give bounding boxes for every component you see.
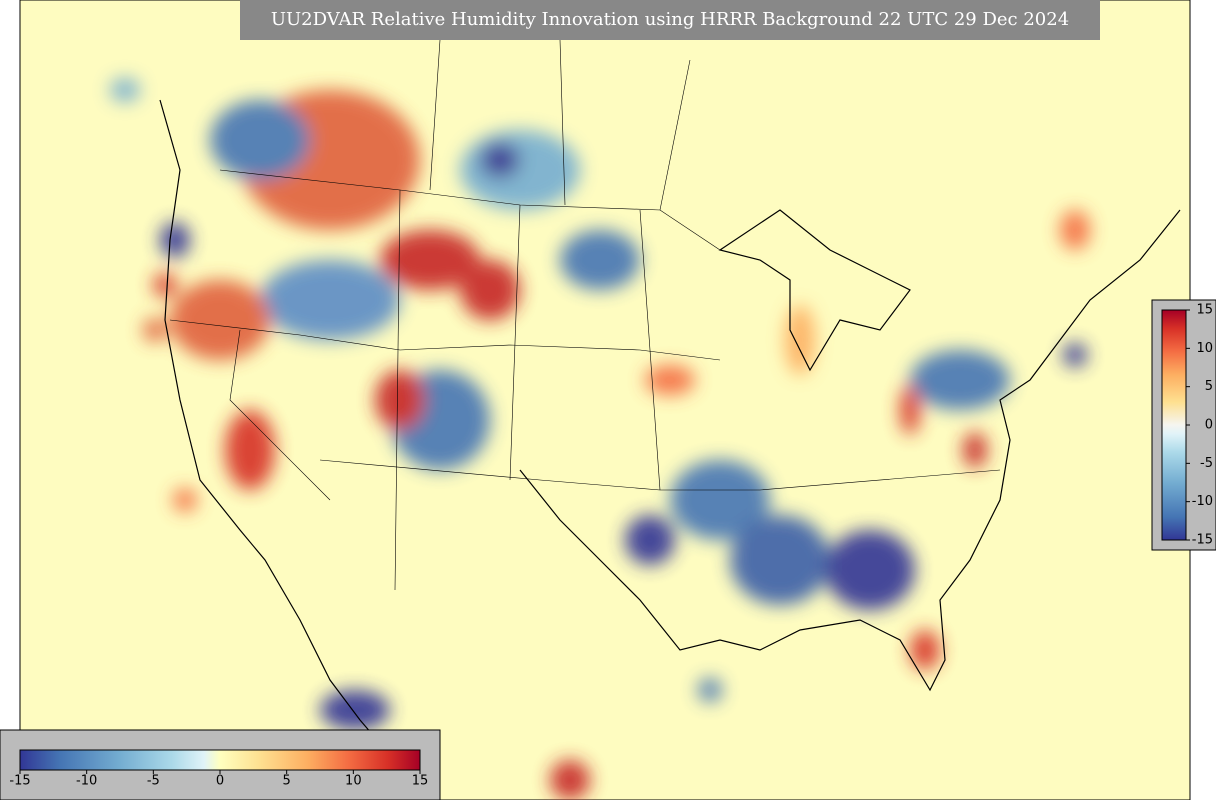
- tick-label: 10: [345, 774, 362, 789]
- tick-label: -5: [1200, 456, 1213, 471]
- tick-label: 5: [1205, 379, 1213, 394]
- colorbar-ticks: -15 -10 -5 0 5 10 15: [9, 770, 428, 789]
- map-title: UU2DVAR Relative Humidity Innovation usi…: [271, 9, 1069, 30]
- tick-label: -5: [147, 774, 160, 789]
- tick-label: 10: [1196, 341, 1213, 356]
- tick-label: -10: [76, 774, 97, 789]
- tick-label: 15: [1196, 303, 1213, 318]
- tick-label: 0: [1205, 418, 1213, 433]
- title-box: [240, 0, 1100, 40]
- innovation-field: [110, 78, 1090, 800]
- tick-label: -15: [9, 774, 30, 789]
- side-colorbar-ticks: 15 10 5 0 -5 -10 -15: [1186, 303, 1213, 548]
- colorbar: [19, 749, 421, 771]
- map-frame: [19, 0, 1191, 800]
- map: [19, 0, 1191, 800]
- tick-label: -15: [1192, 533, 1213, 548]
- tick-label: -10: [1192, 494, 1213, 509]
- side-colorbar: [1161, 309, 1187, 541]
- tick-label: 5: [283, 774, 291, 789]
- tick-label: 15: [412, 774, 429, 789]
- borders: [169, 39, 1001, 591]
- coastlines: [159, 99, 1181, 791]
- tick-label: 0: [216, 774, 224, 789]
